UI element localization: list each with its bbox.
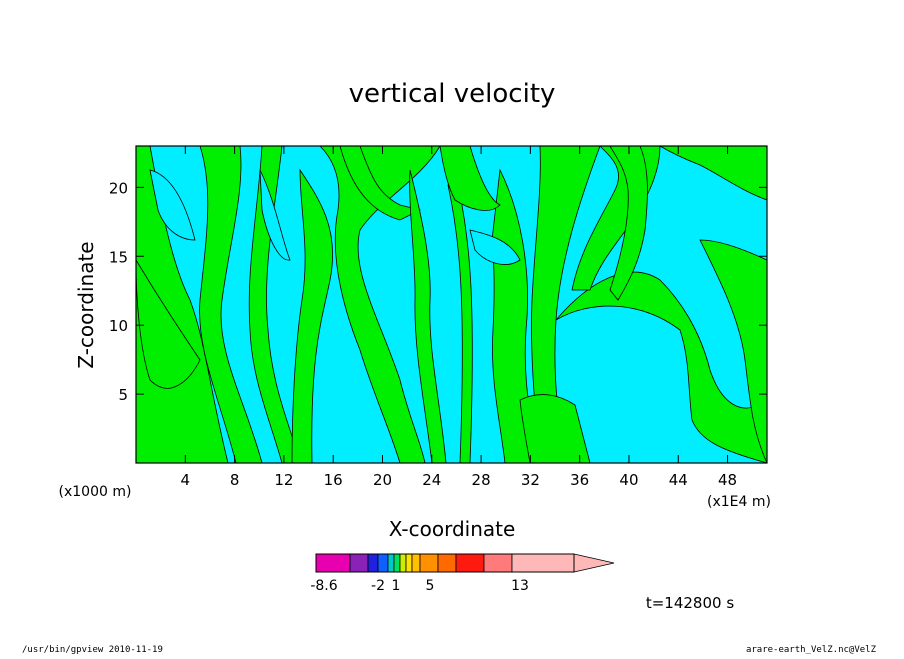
- colorbar-swatch: [399, 553, 407, 573]
- chart-title: vertical velocity: [349, 79, 556, 109]
- plot-area: [135, 145, 768, 464]
- colorbar-swatch: [419, 553, 439, 573]
- footer-left: /usr/bin/gpview 2010-11-19: [22, 645, 163, 654]
- y-tick-label: 10: [109, 317, 128, 335]
- colorbar-swatch: [393, 553, 401, 573]
- positive-velocity-region: [699, 239, 768, 464]
- y-tick-label: 20: [109, 179, 128, 197]
- x-tick-label: 8: [230, 471, 240, 489]
- positive-velocity-region: [658, 145, 768, 201]
- negative-velocity-region: [469, 229, 521, 265]
- colorbar-swatch: [349, 553, 369, 573]
- colorbar-label: -8.6: [310, 578, 337, 594]
- colorbar-swatch: [483, 553, 513, 573]
- colorbar-swatch: [511, 553, 575, 573]
- colorbar-swatch: [437, 553, 457, 573]
- y-axis-label: Z-coordinate: [74, 241, 98, 368]
- x-tick-label: 32: [521, 471, 540, 489]
- footer-right: arare-earth_VelZ.nc@VelZ: [746, 645, 877, 654]
- colorbar-label: -2: [371, 578, 385, 594]
- negative-velocity-region: [259, 169, 291, 261]
- time-label: t=142800 s: [646, 594, 734, 612]
- y-unit-label: (x1000 m): [59, 484, 132, 500]
- x-tick-label: 28: [472, 471, 491, 489]
- x-axis-label: X-coordinate: [389, 517, 516, 541]
- x-tick-label: 4: [181, 471, 191, 489]
- y-tick-label: 5: [118, 386, 128, 404]
- negative-velocity-region: [149, 169, 196, 241]
- y-tick-label: 15: [109, 248, 128, 266]
- positive-velocity-region: [339, 145, 422, 221]
- x-tick-label: 36: [570, 471, 589, 489]
- colorbar-swatch: [405, 553, 413, 573]
- colorbar-label: 13: [511, 578, 529, 594]
- x-tick-label: 12: [274, 471, 293, 489]
- x-tick-label: 24: [422, 471, 441, 489]
- colorbar-label: 1: [392, 578, 401, 594]
- colorbar-arrow: [573, 553, 615, 573]
- velocity-field: [135, 145, 768, 464]
- x-tick-label: 20: [373, 471, 392, 489]
- positive-velocity-region: [135, 258, 201, 389]
- x-tick-label: 44: [669, 471, 688, 489]
- colorbar-swatch: [455, 553, 485, 573]
- x-axis: 4 8 12 16 20 24 28 32 36 40 44 48: [181, 146, 737, 489]
- colorbar-swatch: [411, 553, 421, 573]
- positive-velocity-region: [609, 145, 648, 301]
- colorbar-label: 5: [426, 578, 435, 594]
- colorbar-frame: [315, 553, 575, 573]
- x-unit-label: (x1E4 m): [707, 494, 771, 510]
- colorbar-swatch: [367, 553, 379, 573]
- colorbar-swatch: [387, 553, 395, 573]
- colorbar: -8.6 -2 1 5 13: [310, 553, 615, 594]
- plot-frame: [135, 145, 768, 464]
- x-tick-label: 48: [718, 471, 737, 489]
- x-tick-label: 40: [619, 471, 638, 489]
- y-axis: 5 10 15 20: [109, 179, 767, 404]
- x-tick-label: 16: [324, 471, 343, 489]
- positive-velocity-region: [439, 145, 501, 211]
- colorbar-swatch: [315, 553, 351, 573]
- colorbar-swatch: [377, 553, 389, 573]
